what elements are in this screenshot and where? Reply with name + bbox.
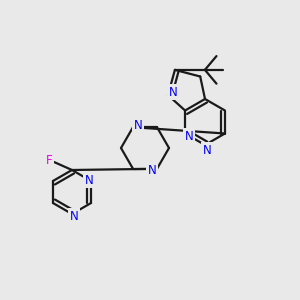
Text: N: N <box>169 85 177 99</box>
Text: N: N <box>85 173 93 187</box>
Text: N: N <box>185 130 194 143</box>
Text: N: N <box>148 164 156 177</box>
Text: N: N <box>202 143 211 157</box>
Text: F: F <box>46 154 52 166</box>
Text: N: N <box>70 209 78 223</box>
Text: N: N <box>134 119 142 132</box>
